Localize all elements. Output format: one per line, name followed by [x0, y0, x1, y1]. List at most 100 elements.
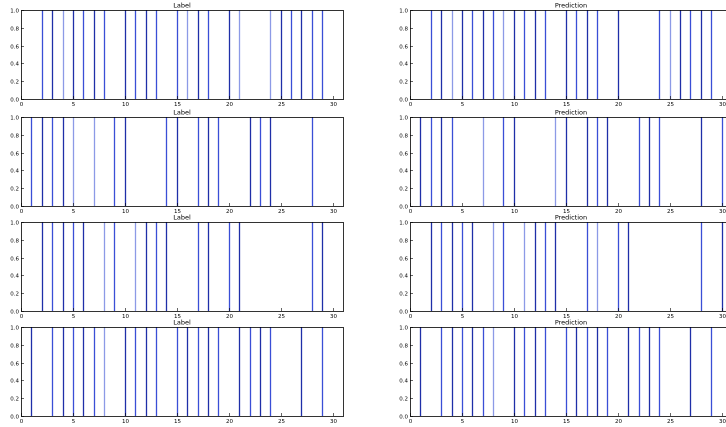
x-tick-label: 30 [330, 419, 337, 425]
x-tick-label: 25 [667, 102, 674, 108]
x-tick-label: 20 [615, 209, 622, 215]
x-tick-label: 20 [615, 314, 622, 320]
x-tick-label: 0 [409, 209, 413, 215]
x-tick-label: 15 [563, 102, 570, 108]
x-tick-label: 10 [511, 419, 518, 425]
y-tick-label: 0.4 [399, 169, 408, 175]
x-tick-label: 30 [719, 209, 726, 215]
axes-frame [410, 10, 726, 100]
y-tick-label: 0.2 [10, 397, 19, 403]
subplot-title: Prediction [555, 319, 587, 327]
x-tick-label: 0 [409, 419, 413, 425]
y-tick-label: 0.2 [10, 292, 19, 298]
x-tick-label: 20 [226, 419, 233, 425]
subplot-8: Prediction 0.0 0.2 0.4 0.6 0.8 1.0 0 5 10 15 20 25 30 [399, 319, 726, 425]
x-tick-label: 20 [226, 102, 233, 108]
x-tick-label: 15 [174, 419, 181, 425]
subplot-title: Prediction [555, 109, 587, 117]
x-tick-label: 25 [667, 419, 674, 425]
x-tick-label: 15 [563, 209, 570, 215]
y-tick-label: 1.0 [10, 9, 19, 15]
subplot-5: Label 0.0 0.2 0.4 0.6 0.8 1.0 0 5 10 15 20 25 30 [10, 214, 344, 320]
x-tick-label: 20 [226, 209, 233, 215]
x-tick-label: 5 [461, 314, 465, 320]
x-tick-label: 10 [122, 209, 129, 215]
x-tick-label: 0 [20, 314, 24, 320]
y-tick-label: 0.8 [10, 344, 19, 350]
y-tick-label: 0.2 [399, 292, 408, 298]
x-tick-label: 5 [461, 209, 465, 215]
x-tick-label: 0 [409, 102, 413, 108]
y-tick-label: 0.2 [399, 187, 408, 193]
y-tick-label: 0.8 [10, 27, 19, 33]
x-tick-label: 15 [174, 209, 181, 215]
y-tick-label: 1.0 [399, 9, 408, 15]
x-tick-label: 20 [615, 419, 622, 425]
y-tick-label: 0.6 [10, 257, 19, 263]
x-tick-label: 0 [20, 419, 24, 425]
subplot-4: Prediction 0.0 0.2 0.4 0.6 0.8 1.0 0 5 10 15 20 25 30 [399, 109, 726, 215]
axes-frame [410, 327, 726, 417]
y-tick-label: 0.6 [399, 362, 408, 368]
y-tick-label: 0.6 [10, 152, 19, 158]
y-tick-label: 0.4 [399, 379, 408, 385]
subplot-3: Label 0.0 0.2 0.4 0.6 0.8 1.0 0 5 10 15 20 25 30 [10, 109, 344, 215]
y-tick-label: 0.2 [10, 80, 19, 86]
x-tick-label: 25 [667, 209, 674, 215]
x-tick-label: 10 [122, 102, 129, 108]
y-tick-label: 0.0 [399, 415, 408, 421]
x-tick-label: 25 [667, 314, 674, 320]
x-tick-label: 10 [511, 209, 518, 215]
subplot-title: Label [173, 319, 191, 327]
y-tick-label: 0.0 [399, 310, 408, 316]
y-tick-label: 0.8 [10, 134, 19, 140]
y-tick-label: 0.4 [10, 62, 19, 68]
y-tick-label: 0.8 [10, 239, 19, 245]
x-tick-label: 5 [72, 419, 76, 425]
y-tick-label: 0.2 [399, 80, 408, 86]
x-tick-label: 15 [174, 314, 181, 320]
x-tick-label: 30 [330, 209, 337, 215]
y-tick-label: 0.4 [10, 274, 19, 280]
y-tick-label: 0.8 [399, 27, 408, 33]
x-tick-label: 30 [330, 102, 337, 108]
subplot-6: Prediction 0.0 0.2 0.4 0.6 0.8 1.0 0 5 10 15 20 25 30 [399, 214, 726, 320]
y-tick-label: 0.0 [399, 205, 408, 211]
x-tick-label: 30 [719, 314, 726, 320]
x-tick-label: 10 [122, 314, 129, 320]
x-tick-label: 15 [563, 419, 570, 425]
y-tick-label: 0.6 [10, 45, 19, 51]
x-tick-label: 0 [20, 102, 24, 108]
axes-frame [410, 117, 726, 207]
y-tick-label: 0.6 [10, 362, 19, 368]
axes-frame [410, 222, 726, 312]
y-tick-label: 0.4 [10, 169, 19, 175]
x-tick-label: 10 [511, 102, 518, 108]
subplot-title: Label [173, 214, 191, 222]
y-tick-label: 0.6 [399, 257, 408, 263]
subplot-title: Prediction [555, 2, 587, 10]
y-tick-label: 0.0 [10, 98, 19, 104]
subplot-title: Label [173, 109, 191, 117]
x-tick-label: 0 [409, 314, 413, 320]
y-tick-label: 0.6 [399, 45, 408, 51]
x-tick-label: 30 [719, 419, 726, 425]
subplot-1: Label 0.0 0.2 0.4 0.6 0.8 1.0 0 5 10 15 20 25 30 [10, 2, 344, 108]
x-tick-label: 30 [719, 102, 726, 108]
subplot-title: Label [173, 2, 191, 10]
x-tick-label: 5 [461, 102, 465, 108]
x-tick-label: 15 [174, 102, 181, 108]
y-tick-label: 0.4 [399, 274, 408, 280]
x-tick-label: 25 [278, 419, 285, 425]
y-tick-label: 1.0 [10, 221, 19, 227]
axes-frame [21, 117, 344, 207]
y-tick-label: 0.2 [10, 187, 19, 193]
x-tick-label: 5 [461, 419, 465, 425]
y-tick-label: 0.0 [10, 310, 19, 316]
y-tick-label: 0.8 [399, 239, 408, 245]
x-tick-label: 25 [278, 102, 285, 108]
y-tick-label: 0.0 [10, 205, 19, 211]
x-tick-label: 0 [20, 209, 24, 215]
x-tick-label: 10 [511, 314, 518, 320]
y-tick-label: 1.0 [10, 326, 19, 332]
